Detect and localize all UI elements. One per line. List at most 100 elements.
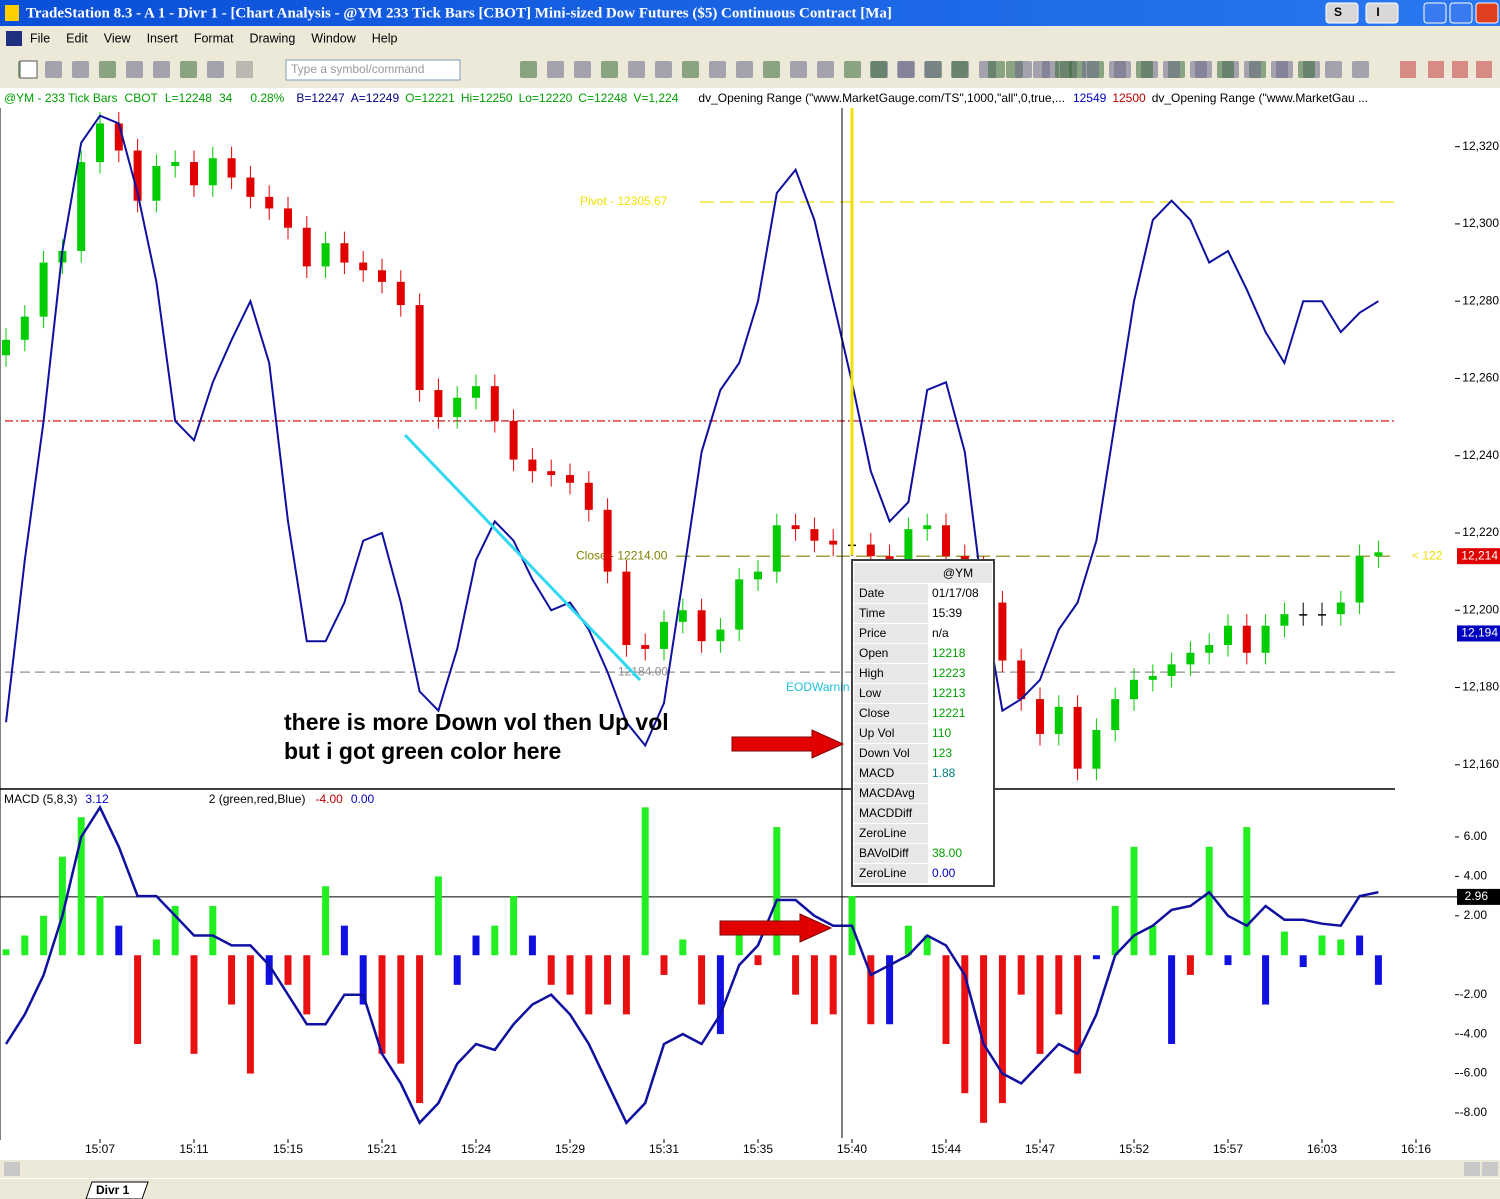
histogram-bar	[510, 896, 518, 956]
menu-item[interactable]: Drawing	[249, 31, 295, 45]
tool-icon[interactable]	[1136, 61, 1153, 78]
price-marker-label: 12,194	[1461, 626, 1498, 640]
tool-icon[interactable]	[655, 61, 672, 78]
histogram-bar	[641, 807, 649, 956]
histogram-bar	[416, 955, 424, 1104]
tool-icon[interactable]	[736, 61, 753, 78]
symbol-box[interactable]	[285, 59, 461, 81]
tool-icon[interactable]	[817, 61, 834, 78]
histogram-bar	[792, 955, 800, 995]
candle-body	[1318, 614, 1326, 616]
x-tick-label: 15:47	[1025, 1142, 1055, 1156]
menu-item[interactable]: Window	[311, 31, 356, 45]
y-tick-label: 12,200	[1462, 602, 1499, 616]
tool-icon[interactable]	[1352, 61, 1369, 78]
label-cell	[854, 624, 928, 643]
tool-icon[interactable]	[1244, 61, 1261, 78]
scroll-left[interactable]	[4, 1162, 20, 1176]
tool-icon[interactable]	[763, 61, 780, 78]
scroll-right[interactable]	[1482, 1162, 1498, 1176]
histogram-bar	[378, 955, 386, 1054]
tool-icon[interactable]	[682, 61, 699, 78]
candle-body	[359, 262, 368, 271]
menu-item[interactable]: View	[104, 31, 132, 45]
btn-i-label[interactable]: I	[1376, 5, 1379, 19]
menu-item[interactable]: Help	[372, 31, 398, 45]
candle-body	[1336, 602, 1345, 615]
tool-icon[interactable]	[628, 61, 645, 78]
tab-label[interactable]: Divr 1	[96, 1183, 130, 1197]
status-item: 0.28%	[250, 91, 284, 105]
tool-icon[interactable]	[45, 61, 62, 78]
tool-icon[interactable]	[1109, 61, 1126, 78]
menu-item[interactable]: Insert	[147, 31, 179, 45]
btn-i[interactable]	[1365, 2, 1399, 24]
tool-icon[interactable]	[126, 61, 143, 78]
tab[interactable]	[85, 1181, 149, 1199]
histogram-bar	[246, 955, 254, 1074]
menu-item[interactable]: Format	[194, 31, 234, 45]
candle-body	[1036, 699, 1044, 734]
candle-body	[1148, 675, 1157, 680]
tool-icon[interactable]	[897, 61, 914, 78]
histogram-bar	[40, 915, 48, 956]
tool-icon[interactable]	[1298, 61, 1315, 78]
row-value: n/a	[932, 626, 949, 640]
tool-icon[interactable]	[180, 61, 197, 78]
histogram-bar	[1262, 955, 1270, 1005]
tool-icon[interactable]	[1452, 61, 1468, 78]
tool-icon[interactable]	[72, 61, 89, 78]
symbol-placeholder[interactable]: Type a symbol/command	[291, 62, 424, 76]
tool-icon[interactable]	[1190, 61, 1207, 78]
tool-icon[interactable]	[1055, 61, 1072, 78]
tool-icon[interactable]	[1476, 61, 1492, 78]
tool-icon[interactable]	[1015, 61, 1032, 78]
tool-icon[interactable]	[207, 61, 224, 78]
tool-icon[interactable]	[924, 61, 941, 78]
tool-icon[interactable]	[870, 61, 887, 78]
btn-s[interactable]	[1325, 2, 1359, 24]
tool-icon[interactable]	[1428, 61, 1444, 78]
candle-body	[1224, 625, 1232, 646]
tool-icon[interactable]	[709, 61, 726, 78]
histogram-bar	[58, 856, 66, 956]
scroll-thumb[interactable]	[1464, 1162, 1480, 1176]
tool-icon[interactable]	[547, 61, 564, 78]
tool-icon[interactable]	[1217, 61, 1234, 78]
tool-icon[interactable]	[1082, 61, 1099, 78]
scrollbar[interactable]	[0, 1160, 1500, 1178]
btn-s-label[interactable]: S	[1334, 5, 1342, 19]
menu-item[interactable]: File	[30, 31, 50, 45]
tool-icon[interactable]	[236, 61, 253, 78]
tool-icon[interactable]	[988, 61, 1005, 78]
tool-icon[interactable]	[520, 61, 537, 78]
histogram-bar	[397, 955, 405, 1064]
histogram-bar	[434, 876, 442, 956]
histogram-bar	[980, 955, 988, 1123]
menu-item[interactable]: Edit	[66, 31, 88, 45]
tool-icon[interactable]	[1325, 61, 1342, 78]
tool-icon[interactable]	[1069, 61, 1086, 78]
histogram-bar	[1186, 955, 1194, 975]
minimize[interactable]	[1423, 2, 1447, 24]
window-title: TradeStation 8.3 - A 1 - Divr 1 - [Chart…	[26, 5, 892, 21]
close[interactable]	[1475, 2, 1499, 24]
histogram-bar	[453, 955, 461, 985]
window-controls[interactable]: S I	[1325, 2, 1499, 24]
tool-icon[interactable]	[951, 61, 968, 78]
marker-note: < 122	[1412, 548, 1443, 562]
tool-icon[interactable]	[790, 61, 807, 78]
maximize[interactable]	[1449, 2, 1473, 24]
tool-icon[interactable]	[1271, 61, 1288, 78]
tool-icon[interactable]	[574, 61, 591, 78]
x-tick-label: 15:35	[743, 1142, 773, 1156]
tool-icon[interactable]	[1400, 61, 1416, 78]
tool-icon[interactable]	[1042, 61, 1059, 78]
tool-icon[interactable]	[153, 61, 170, 78]
tool-icon[interactable]	[99, 61, 116, 78]
x-tick-label: 16:16	[1401, 1142, 1431, 1156]
tool-icon[interactable]	[19, 60, 38, 79]
tool-icon[interactable]	[844, 61, 861, 78]
tool-icon[interactable]	[1163, 61, 1180, 78]
tool-icon[interactable]	[601, 61, 618, 78]
